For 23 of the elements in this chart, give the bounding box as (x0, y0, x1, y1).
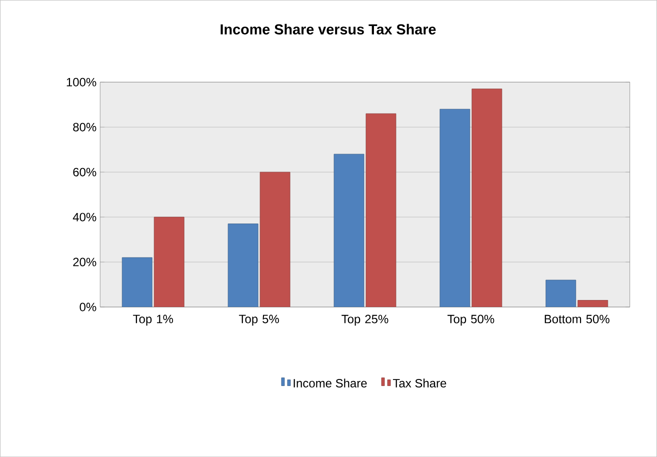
bar (260, 172, 290, 307)
y-tick-label: 80% (73, 122, 96, 132)
legend-label: Income Share (294, 378, 367, 388)
bar (154, 216, 184, 307)
x-tick-label: Top 1% (133, 314, 174, 326)
y-tick-label: 0% (80, 302, 96, 312)
x-tick-label: Top 5% (238, 314, 279, 326)
bar (228, 224, 258, 307)
bar (334, 154, 364, 307)
y-tick-label: 20% (73, 258, 96, 266)
y-tick-label: 60% (73, 168, 96, 176)
y-tick-label: 100% (66, 78, 96, 86)
y-tick-label: 40% (72, 212, 96, 222)
x-tick-label: Top 25% (342, 314, 388, 326)
chart-title: Income Share versus Tax Share (220, 24, 436, 34)
legend-label: Tax Share (392, 378, 446, 388)
x-tick-label: Top 50% (448, 314, 494, 326)
bar (472, 88, 502, 307)
bar (440, 108, 470, 307)
bar (546, 280, 576, 307)
bar (122, 257, 152, 307)
bar (366, 113, 396, 307)
x-tick-label: Bottom 50% (544, 314, 610, 324)
